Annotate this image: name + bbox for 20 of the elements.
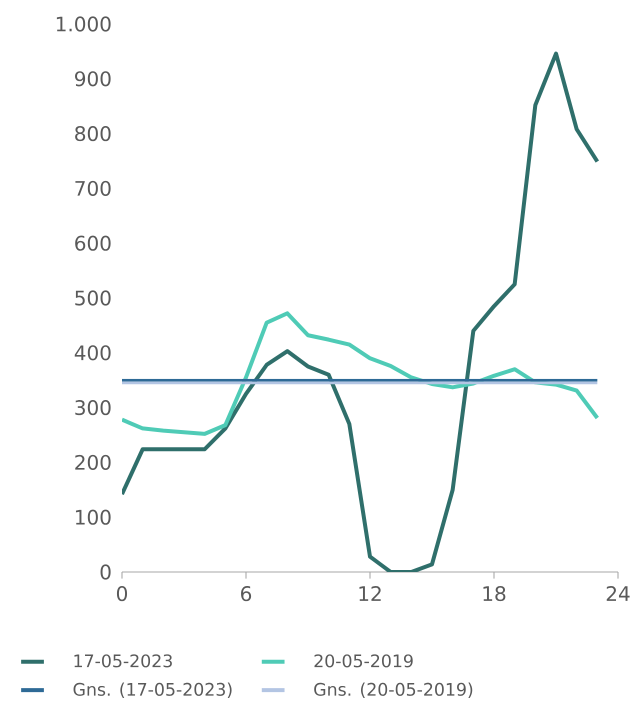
x-tick-label: 0 [116, 586, 127, 602]
legend-label: Gns. (17-05-2023) [73, 682, 232, 698]
y-tick-label: 1.000 [56, 16, 111, 32]
y-tick-label: 300 [75, 400, 111, 416]
y-tick-label: 200 [75, 454, 111, 470]
x-tick-label: 24 [606, 586, 630, 601]
x-tick-label: 6 [240, 586, 252, 602]
y-tick-label: 400 [74, 345, 111, 360]
y-tick-label: 900 [74, 71, 111, 86]
y-tick-label: 600 [75, 236, 111, 251]
y-tick-label: 800 [75, 126, 111, 142]
x-tick-label: 18 [483, 586, 506, 602]
legend-label: Gns. (20-05-2019) [314, 682, 472, 698]
y-tick-label: 700 [75, 180, 111, 196]
y-tick-label: 0 [100, 564, 111, 580]
legend-label: 20-05-2019 [314, 654, 413, 668]
y-tick-label: 500 [75, 290, 111, 306]
y-tick-label: 100 [76, 510, 111, 525]
legend-label: 17-05-2023 [74, 654, 172, 668]
x-tick-label: 12 [359, 586, 381, 601]
